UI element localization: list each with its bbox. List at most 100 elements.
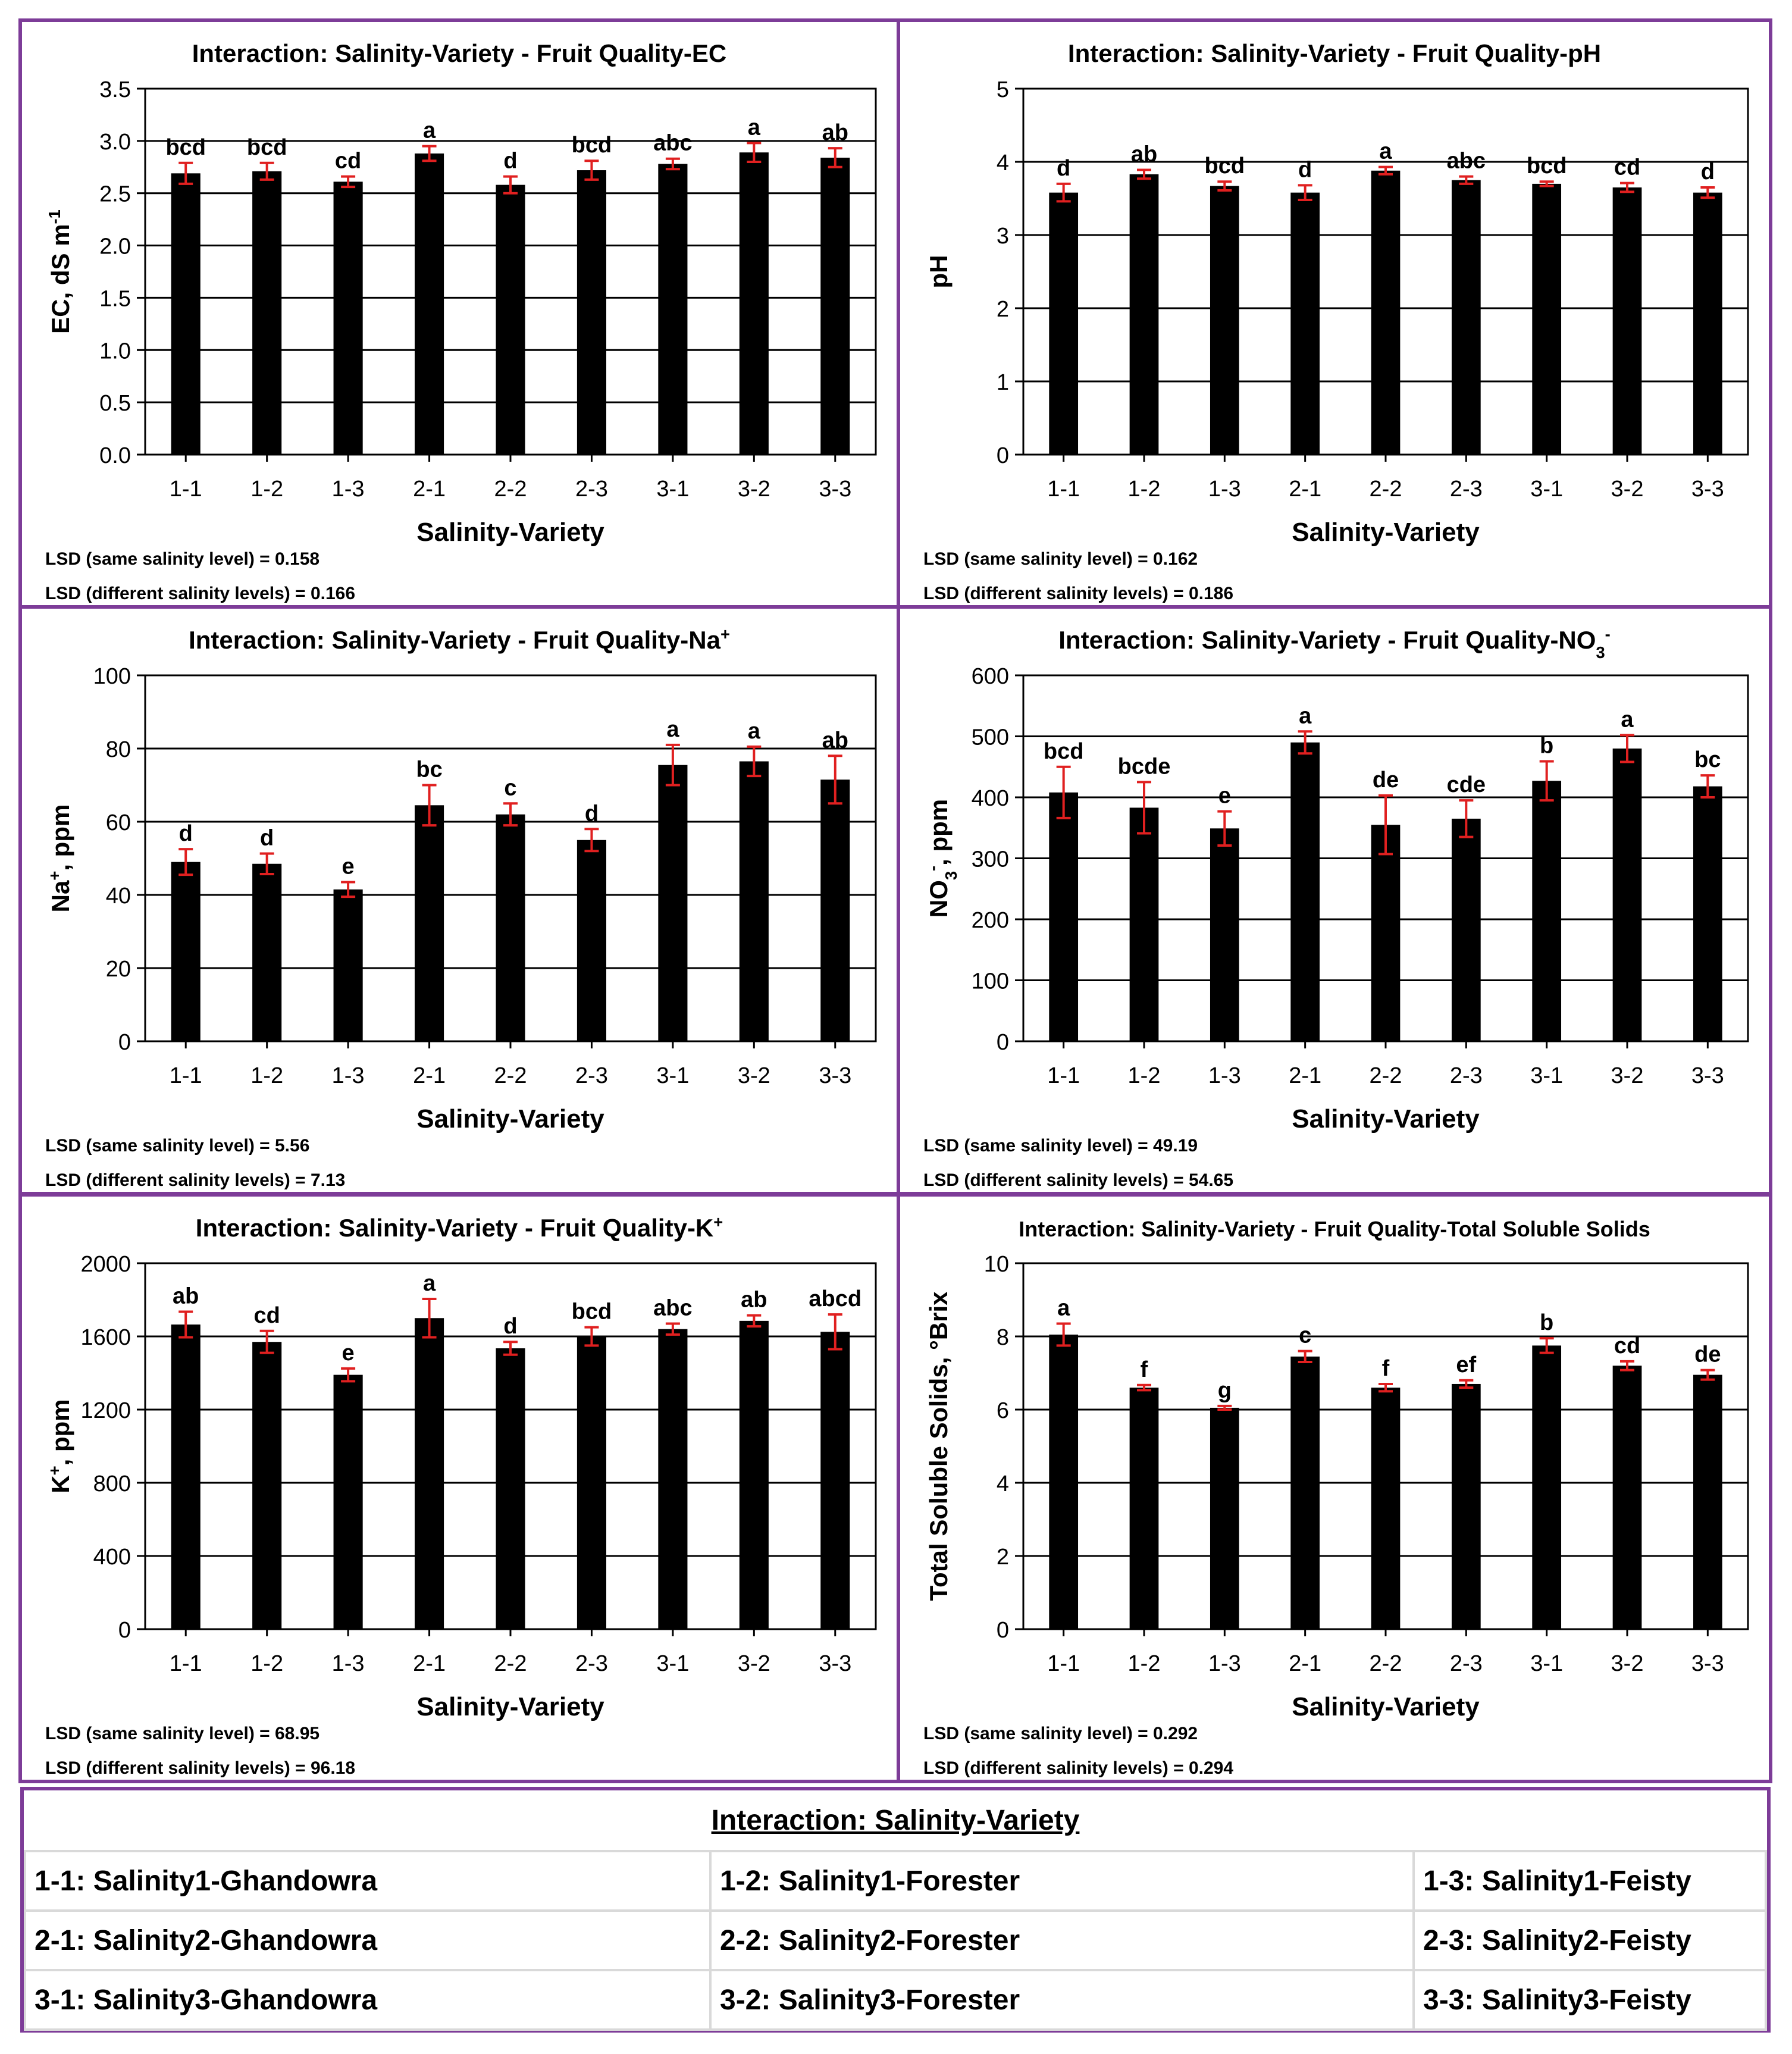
significance-label: bcd: [1527, 154, 1567, 179]
x-axis-label: Salinity-Variety: [1292, 518, 1480, 547]
x-tick-label: 1-2: [1128, 1651, 1161, 1676]
y-tick-label: 80: [106, 737, 131, 762]
significance-label: bcd: [165, 135, 206, 160]
legend-item: 3-2: Salinity3-Forester: [709, 1969, 1415, 2031]
significance-label: ab: [1131, 142, 1157, 167]
bar: [739, 152, 769, 455]
lsd-same-salinity: LSD (same salinity level) = 68.95: [45, 1724, 319, 1743]
legend-box: Interaction: Salinity-Variety 1-1: Salin…: [20, 1787, 1771, 2033]
chart-panel: Interaction: Salinity-Variety - Fruit Qu…: [45, 39, 877, 603]
x-tick-label: 3-2: [1611, 477, 1644, 502]
y-axis-label: Total Soluble Solids, °Brix: [925, 1291, 953, 1601]
y-tick-label: 2: [997, 297, 1009, 322]
y-tick-label: 1200: [80, 1398, 131, 1423]
x-tick-label: 1-3: [1208, 1063, 1241, 1088]
y-tick-label: 0: [997, 1618, 1009, 1643]
x-tick-label: 1-2: [1128, 477, 1161, 502]
y-tick-label: 1: [997, 370, 1009, 395]
y-tick-label: 1.0: [99, 339, 131, 364]
bar: [252, 171, 282, 455]
x-tick-label: 3-2: [738, 1651, 770, 1676]
x-axis-label: Salinity-Variety: [416, 518, 604, 547]
y-tick-label: 10: [984, 1252, 1009, 1277]
y-tick-label: 100: [93, 664, 131, 689]
significance-label: d: [503, 1314, 517, 1339]
significance-label: g: [1218, 1378, 1232, 1403]
bar: [333, 889, 363, 1041]
significance-label: b: [1540, 1310, 1553, 1335]
y-tick-label: 400: [972, 786, 1009, 811]
bar: [1371, 825, 1401, 1041]
bar: [414, 153, 444, 455]
bar: [1612, 187, 1642, 455]
bar: [1290, 742, 1320, 1041]
chart-panel: Interaction: Salinity-Variety - Fruit Qu…: [45, 1213, 877, 1778]
y-tick-label: 3: [997, 224, 1009, 249]
lsd-same-salinity: LSD (same salinity level) = 5.56: [45, 1136, 309, 1156]
x-tick-label: 2-1: [413, 477, 446, 502]
significance-label: cd: [1614, 1333, 1640, 1358]
x-tick-label: 3-2: [1611, 1651, 1644, 1676]
bar: [1129, 1388, 1159, 1629]
y-tick-label: 8: [997, 1325, 1009, 1350]
significance-label: a: [423, 1271, 436, 1296]
y-tick-label: 60: [106, 810, 131, 835]
chart-title: Interaction: Salinity-Variety - Fruit Qu…: [1019, 1217, 1650, 1241]
bar: [1532, 781, 1562, 1041]
significance-label: f: [1141, 1357, 1148, 1382]
x-tick-label: 1-1: [1047, 477, 1080, 502]
significance-label: a: [666, 717, 679, 742]
y-tick-label: 0: [118, 1618, 131, 1643]
chart-panel: Interaction: Salinity-Variety - Fruit Qu…: [45, 625, 877, 1190]
x-tick-label: 3-3: [819, 1651, 851, 1676]
x-tick-label: 1-2: [1128, 1063, 1161, 1088]
x-tick-label: 2-2: [494, 477, 527, 502]
bar: [1049, 1334, 1079, 1629]
significance-label: cd: [335, 149, 361, 174]
legend-row: 3-1: Salinity3-Ghandowra 3-2: Salinity3-…: [24, 1969, 1767, 2031]
significance-label: cd: [1614, 155, 1640, 180]
bar: [577, 170, 607, 455]
x-tick-label: 3-2: [738, 1063, 770, 1088]
x-tick-label: 2-2: [494, 1651, 527, 1676]
legend-item: 3-3: Salinity3-Feisty: [1412, 1969, 1767, 2031]
legend-item: 1-2: Salinity1-Forester: [709, 1850, 1415, 1912]
significance-label: cd: [253, 1303, 280, 1328]
significance-label: bcd: [1205, 154, 1245, 179]
legend-item: 1-3: Salinity1-Feisty: [1412, 1850, 1767, 1912]
significance-label: bcd: [1044, 739, 1084, 764]
significance-label: a: [1057, 1295, 1070, 1320]
y-tick-label: 0.0: [99, 443, 131, 468]
significance-label: d: [585, 801, 599, 826]
significance-label: f: [1382, 1356, 1390, 1381]
x-tick-label: 1-2: [250, 1063, 283, 1088]
significance-label: d: [1057, 156, 1070, 181]
significance-label: cde: [1447, 772, 1486, 797]
bar: [739, 1320, 769, 1629]
significance-label: d: [1701, 159, 1715, 184]
x-tick-label: 1-1: [1047, 1651, 1080, 1676]
x-axis-label: Salinity-Variety: [416, 1692, 604, 1721]
legend-item: 2-1: Salinity2-Ghandowra: [24, 1909, 712, 1971]
bar: [1290, 1356, 1320, 1629]
significance-label: a: [1299, 703, 1312, 728]
bar: [1693, 1374, 1722, 1629]
y-tick-label: 4: [997, 151, 1009, 176]
bar: [333, 181, 363, 455]
x-tick-label: 3-3: [819, 1063, 851, 1088]
x-axis-label: Salinity-Variety: [1292, 1692, 1480, 1721]
legend-title: Interaction: Salinity-Variety: [711, 1804, 1080, 1836]
legend-item: 2-2: Salinity2-Forester: [709, 1909, 1415, 1971]
chart-panel: Interaction: Salinity-Variety - Fruit Qu…: [923, 39, 1749, 603]
significance-label: ab: [822, 120, 848, 145]
significance-label: ab: [173, 1283, 199, 1308]
bar: [1693, 192, 1722, 455]
bar: [1612, 1366, 1642, 1629]
y-tick-label: 500: [972, 725, 1009, 750]
x-tick-label: 1-3: [1208, 1651, 1241, 1676]
x-tick-label: 1-2: [250, 477, 283, 502]
legend-item: 1-1: Salinity1-Ghandowra: [24, 1850, 712, 1912]
x-tick-label: 3-2: [1611, 1063, 1644, 1088]
significance-label: e: [342, 854, 355, 879]
bar: [658, 765, 688, 1041]
